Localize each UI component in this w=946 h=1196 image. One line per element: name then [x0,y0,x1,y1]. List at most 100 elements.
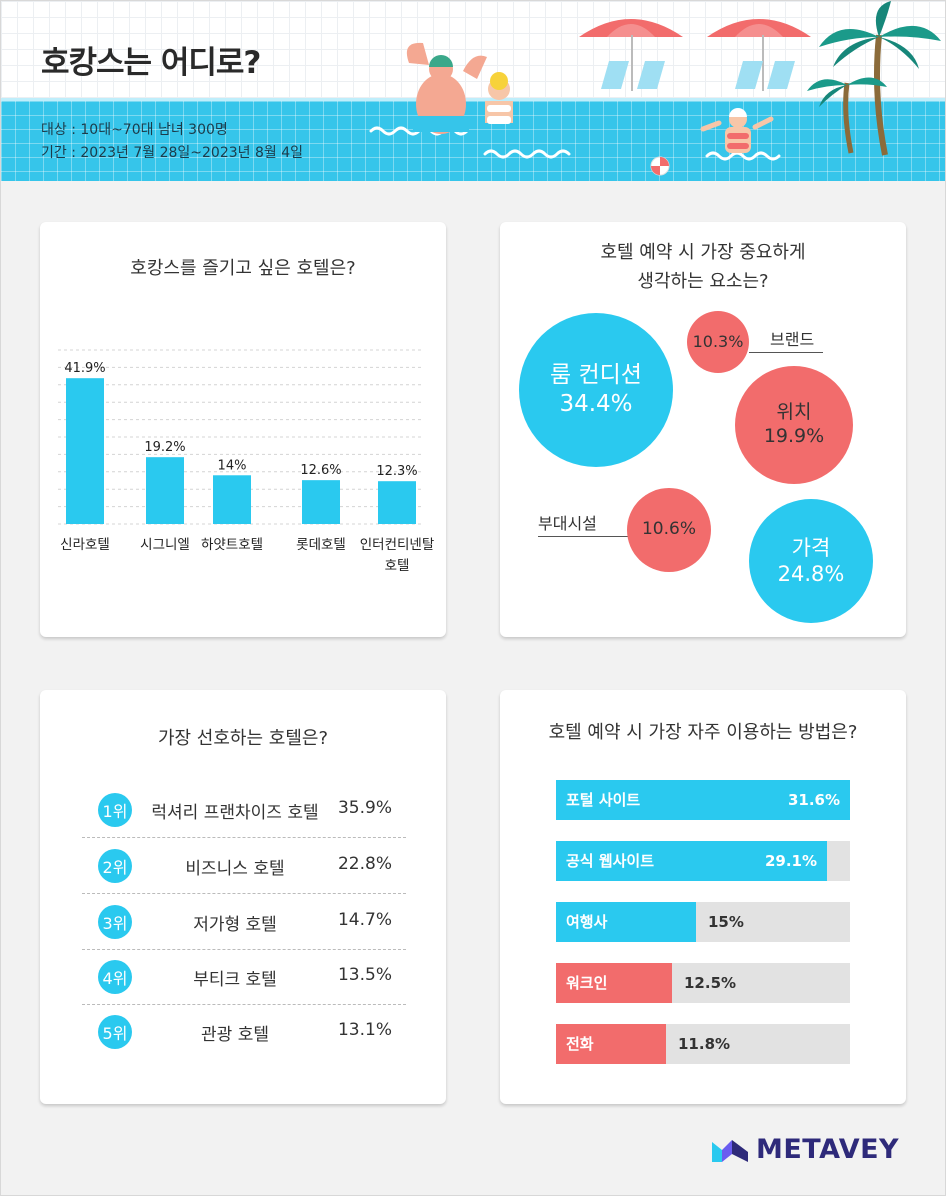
pool-illustration [369,1,941,176]
bubble-value: 24.8% [777,562,845,586]
chart-title-line-1: 호텔 예약 시 가장 중요하게 [600,242,806,263]
bubble-location: 위치 19.9% [735,366,853,484]
wave-icon [369,126,781,161]
bubble-value: 34.4% [559,391,633,417]
rank-hotel-type: 부티크 호텔 [193,970,277,990]
bubble-label: 위치 [776,401,812,424]
umbrella-icon [579,19,811,91]
bubble-room-condition: 룸 컨디션 34.4% [519,313,673,467]
booking-factor-chart-card: 호텔 예약 시 가장 중요하게 생각하는 요소는? 룸 컨디션 34.4% 10… [500,222,906,637]
row-divider [82,837,406,838]
ranking-row: 3위 저가형 호텔 14.7% [82,894,406,950]
hotel-preference-chart-card: 호캉스를 즐기고 싶은 호텔은? 41.9% 신라호텔 19.2% 시그니엘 14% 하얏… [40,222,446,637]
survey-target: 대상 : 10대~70대 남녀 300명 [41,122,228,138]
ranking-row: 2위 비즈니스 호텔 22.8% [82,838,406,894]
rank-badge: 3위 [98,905,132,939]
hbar-category-label: 포털 사이트 [566,791,641,809]
rank-value: 14.7% [337,910,392,930]
rank-hotel-type: 비즈니스 호텔 [185,859,285,879]
row-divider [82,1004,406,1005]
swimmer-man-icon [406,42,487,134]
chart-title: 호캉스를 즐기고 싶은 호텔은? [130,258,356,279]
x-tick-label: 호텔 [385,558,410,574]
rank-badge: 5위 [98,1015,132,1049]
brand-name: METAVEY [756,1134,900,1165]
rank-hotel-type: 저가형 호텔 [193,915,277,935]
survey-period: 기간 : 2023년 7월 28일~2023년 8월 4일 [41,145,303,161]
beach-ball-icon [650,156,670,176]
x-tick-label: 하얏트호텔 [201,537,263,553]
x-tick-label: 인터컨티넨탈 [360,537,435,553]
x-tick-label: 신라호텔 [60,537,110,553]
row-divider [82,949,406,950]
hbar-value-label: 31.6% [787,791,840,809]
swimmer-woman-icon [485,72,513,124]
bar-value-label: 41.9% [64,361,105,376]
lounger-icon [601,61,795,89]
row-divider [82,893,406,894]
hbar-track: 워크인 12.5% [556,963,850,1003]
x-tick-label: 롯데호텔 [296,537,346,553]
hbar-track: 여행사 15% [556,902,850,942]
bar-value-label: 12.6% [300,463,341,478]
bar [378,481,416,524]
hbar-value-label: 29.1% [764,852,817,870]
ranking-row: 4위 부티크 호텔 13.5% [82,949,406,1005]
bar-value-label: 12.3% [376,464,417,479]
rank-badge: 1위 [98,793,132,827]
survey-meta: 대상 : 10대~70대 남녀 300명 기간 : 2023년 7월 28일~2… [41,119,303,165]
pool-water [1,101,945,181]
hbar-category-label: 전화 [566,1035,594,1053]
rank-value: 35.9% [337,798,392,818]
swimmer-girl-icon [700,108,774,153]
ranking-row: 1위 럭셔리 프랜차이즈 호텔 35.9% [82,782,406,838]
bubble-outside-label-facility: 부대시설 [538,514,597,533]
chart-title: 가장 선호하는 호텔은? [157,728,329,749]
leader-line [749,352,823,353]
hbar-track: 공식 웹사이트 29.1% [556,841,850,881]
chart-title: 호텔 예약 시 가장 중요하게 생각하는 요소는? [500,238,906,296]
booking-method-chart-card: 호텔 예약 시 가장 자주 이용하는 방법은? 포털 사이트 31.6% 공식 웹사… [500,690,906,1104]
bubble-value: 10.6% [641,519,696,540]
bar-chart: 41.9% 신라호텔 19.2% 시그니엘 14% 하얏트호텔 12.6% 롯데호텔 12.3%… [58,349,435,574]
hbar-category-label: 공식 웹사이트 [566,852,655,870]
hbar-fill [556,963,672,1003]
hbar-track: 포털 사이트 31.6% [556,780,850,820]
hbar-fill [556,902,696,942]
bar [302,480,340,524]
rank-badge: 2위 [98,849,132,883]
hbar-value-label: 11.8% [678,1035,731,1053]
rank-value: 13.1% [337,1020,392,1040]
bar [146,457,184,524]
hbar-fill [556,1024,666,1064]
rank-hotel-type: 관광 호텔 [201,1025,269,1045]
chart-title-line-2: 생각하는 요소는? [637,271,769,292]
bubble-label: 룸 컨디션 [550,362,642,389]
hbar-track: 전화 11.8% [556,1024,850,1064]
rank-value: 13.5% [337,965,392,985]
bar-value-label: 19.2% [144,440,185,455]
page-title: 호캉스는 어디로? [41,45,261,81]
hbar-category-label: 여행사 [566,913,608,931]
hbar-value-label: 12.5% [684,974,737,992]
bubble-value: 19.9% [763,425,825,447]
leader-line [538,536,630,537]
rank-hotel-type: 럭셔리 프랜차이즈 호텔 [151,803,319,823]
hbar-category-label: 워크인 [566,974,608,992]
bar [66,378,104,524]
bubble-facilities: 10.6% [627,488,711,572]
rank-value: 22.8% [337,854,392,874]
hbar-fill [556,841,827,881]
bubble-value: 10.3% [692,332,744,351]
rank-badge: 4위 [98,960,132,994]
bubble-outside-label-brand: 브랜드 [770,330,815,349]
hbar-fill [556,780,850,820]
preferred-hotel-type-card: 가장 선호하는 호텔은? 1위 럭셔리 프랜차이즈 호텔 35.9% 2위 비즈… [40,690,446,1104]
hbar-value-label: 15% [708,913,744,931]
bubble-price: 가격 24.8% [749,499,873,623]
chart-title: 호텔 예약 시 가장 자주 이용하는 방법은? [548,722,858,743]
header-banner: 호캉스는 어디로? 대상 : 10대~70대 남녀 300명 기간 : 2023… [1,1,945,181]
ranking-row: 5위 관광 호텔 13.1% [82,1004,406,1060]
bubble-brand: 10.3% [687,311,749,373]
bar [213,475,251,524]
